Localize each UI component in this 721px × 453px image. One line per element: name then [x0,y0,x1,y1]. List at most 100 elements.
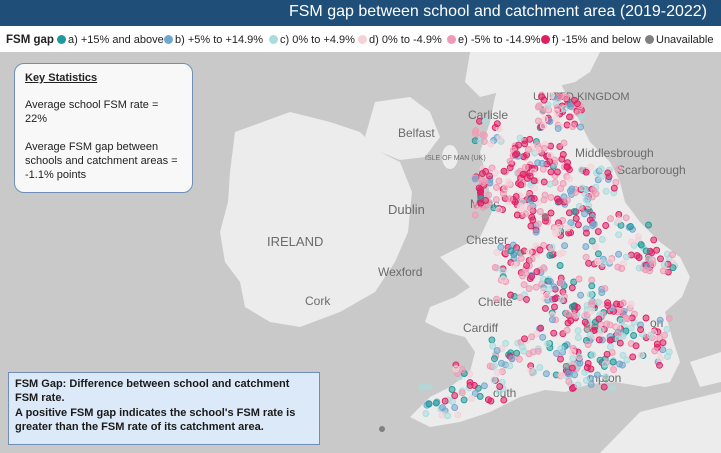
school-marker[interactable] [552,114,560,122]
school-marker[interactable] [432,399,440,407]
legend-item-unavailable[interactable]: Unavailable [645,34,713,46]
school-marker[interactable] [540,178,548,186]
school-marker[interactable] [572,215,580,222]
school-marker[interactable] [530,177,538,185]
school-marker[interactable] [515,141,523,149]
school-marker[interactable] [521,335,528,343]
school-marker[interactable] [594,298,602,306]
school-marker[interactable] [582,168,590,176]
school-marker[interactable] [454,411,462,419]
school-marker[interactable] [565,378,573,386]
school-marker[interactable] [525,146,532,154]
school-marker[interactable] [488,164,496,172]
school-marker[interactable] [448,386,456,393]
school-marker[interactable] [563,163,571,171]
school-marker[interactable] [575,202,583,210]
school-marker[interactable] [596,356,604,364]
school-marker[interactable] [659,267,667,275]
school-marker[interactable] [543,292,551,299]
school-marker[interactable] [528,273,536,280]
school-marker[interactable] [607,215,614,223]
school-marker[interactable] [510,261,518,269]
school-marker[interactable] [637,351,645,359]
school-marker[interactable] [553,349,560,357]
school-marker[interactable] [585,259,593,267]
school-marker[interactable] [513,211,521,219]
school-marker[interactable] [539,333,547,341]
school-marker[interactable] [646,267,654,275]
school-marker[interactable] [517,181,525,189]
school-marker[interactable] [526,172,534,180]
school-marker[interactable] [664,353,671,360]
school-marker[interactable] [577,123,585,131]
school-marker[interactable] [642,247,650,255]
school-marker[interactable] [534,103,542,111]
school-marker[interactable] [554,124,562,132]
school-marker[interactable] [568,284,576,292]
school-marker[interactable] [656,361,663,369]
school-marker[interactable] [466,381,474,389]
school-marker[interactable] [542,370,550,378]
school-marker[interactable] [422,410,430,418]
school-marker[interactable] [576,359,584,367]
school-marker[interactable] [588,276,596,284]
school-marker[interactable] [582,253,590,261]
school-marker[interactable] [615,216,623,224]
school-marker[interactable] [584,341,592,348]
school-marker[interactable] [530,195,538,203]
school-marker[interactable] [663,325,671,333]
school-marker[interactable] [615,250,623,258]
school-marker[interactable] [592,190,600,198]
school-marker[interactable] [496,383,504,391]
school-marker[interactable] [660,261,668,269]
school-marker[interactable] [490,376,498,384]
school-marker[interactable] [507,291,515,299]
school-marker[interactable] [536,208,544,215]
school-marker[interactable] [553,168,561,176]
school-marker[interactable] [588,237,596,245]
school-marker[interactable] [582,377,590,384]
school-marker[interactable] [574,381,582,389]
school-marker[interactable] [606,336,614,344]
school-marker[interactable] [547,193,555,201]
school-marker[interactable] [563,326,571,334]
legend-item-d[interactable]: d) 0% to -4.9% [358,34,442,46]
school-marker[interactable] [425,383,433,391]
school-marker[interactable] [557,355,564,363]
school-marker[interactable] [517,202,525,210]
school-marker[interactable] [507,247,515,255]
school-marker[interactable] [568,303,576,311]
school-marker[interactable] [519,170,527,178]
legend-item-b[interactable]: b) +5% to +14.9% [164,34,263,46]
school-marker[interactable] [493,369,501,377]
school-marker[interactable] [539,122,547,130]
school-marker[interactable] [480,137,488,145]
school-marker[interactable] [468,394,476,402]
school-marker[interactable] [493,347,501,355]
school-marker[interactable] [491,169,499,177]
school-marker[interactable] [578,184,586,192]
school-marker[interactable] [610,184,618,192]
school-marker[interactable] [499,190,507,198]
school-marker[interactable] [574,221,582,229]
school-marker[interactable] [613,300,620,308]
school-marker[interactable] [460,396,468,404]
school-marker[interactable] [623,315,631,323]
school-marker[interactable] [497,243,505,251]
school-marker[interactable] [471,211,479,219]
school-marker[interactable] [587,365,595,373]
school-marker[interactable] [568,185,576,193]
school-marker[interactable] [479,131,487,139]
school-marker[interactable] [451,392,459,400]
school-marker[interactable] [571,96,578,104]
school-marker[interactable] [563,309,571,317]
school-marker[interactable] [615,165,623,173]
school-marker[interactable] [439,404,446,412]
school-marker[interactable] [562,93,569,101]
school-marker[interactable] [538,93,546,101]
school-marker[interactable] [506,157,514,165]
school-marker[interactable] [540,242,548,249]
school-marker[interactable] [527,204,534,212]
school-marker[interactable] [564,319,572,327]
school-marker[interactable] [617,317,625,325]
